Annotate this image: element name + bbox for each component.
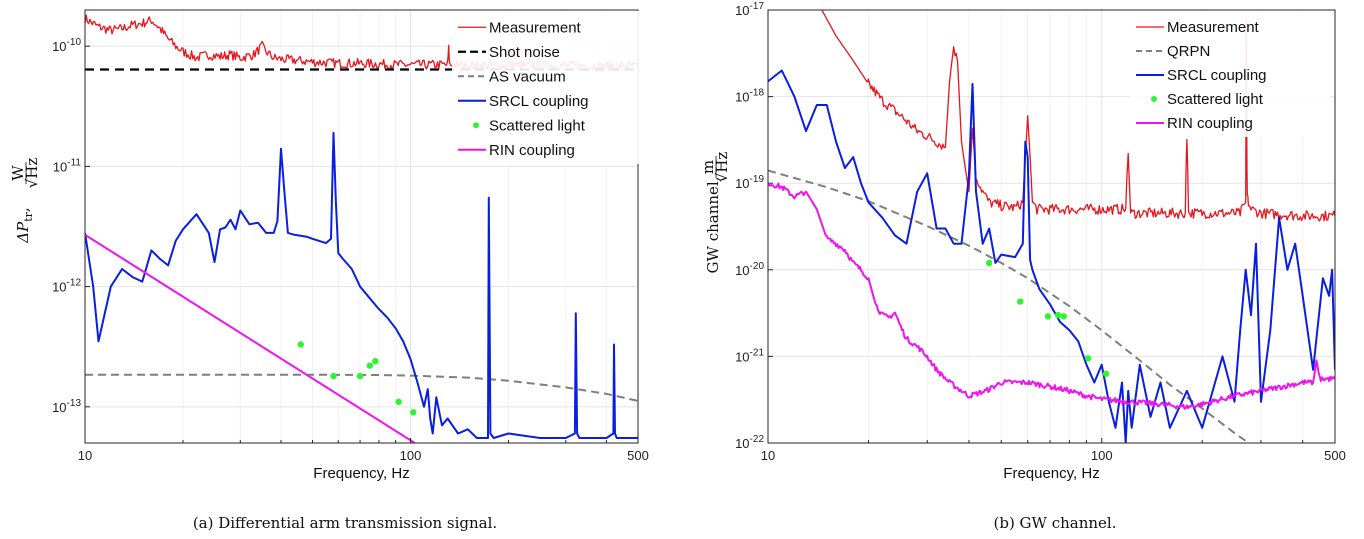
- scatter-point: [1102, 370, 1110, 377]
- legend-label: Shot noise: [489, 44, 560, 61]
- y-tick-exp: -19: [750, 174, 765, 185]
- y-tick-label: 10-19: [735, 174, 764, 191]
- y-tick-exp: -10: [67, 37, 82, 48]
- legend-label: RIN coupling: [489, 142, 575, 159]
- y-tick-label: 10-21: [735, 347, 764, 364]
- y-tick-base: 10: [735, 349, 749, 364]
- x-tick-label: 500: [1324, 448, 1346, 463]
- y-tick-base: 10: [735, 176, 749, 191]
- y-tick-exp: -11: [67, 157, 81, 168]
- scatter-point: [372, 357, 379, 365]
- scatter-point: [366, 362, 374, 369]
- legend-label: RIN coupling: [1167, 115, 1253, 132]
- series-line-rin-coupling: [85, 233, 416, 443]
- scatter-point: [1017, 298, 1024, 305]
- y-tick-label: 10-13: [52, 398, 81, 415]
- y-label-unit-num: m: [699, 160, 717, 174]
- legend-label: Measurement: [489, 19, 582, 36]
- scatter-point: [1044, 313, 1052, 320]
- legend-label: SRCL coupling: [489, 93, 589, 110]
- scatter-point: [1054, 311, 1062, 319]
- y-tick-base: 10: [53, 159, 67, 174]
- y-tick-base: 10: [735, 263, 749, 278]
- y-tick-label: 10-20: [735, 261, 764, 278]
- y-axis-label-text: ΔPtr,: [14, 207, 35, 243]
- legend-label: QRPN: [1167, 43, 1210, 60]
- x-tick-label: 10: [78, 448, 92, 463]
- caption: (b) GW channel.: [993, 514, 1116, 532]
- legend-marker: [1151, 96, 1157, 102]
- chart-b: 10 100 50010-2210-2110-2010-1910-1810-17Fr…: [699, 1, 1346, 532]
- y-tick-label: 10-17: [735, 1, 764, 18]
- y-label-main: GW channel,: [704, 177, 722, 274]
- x-tick-label: 500: [627, 448, 649, 463]
- y-axis-label: ΔPtr, W√Hz: [9, 158, 41, 244]
- legend-box: [452, 11, 642, 164]
- x-tick-label: 100: [400, 448, 422, 463]
- scatter-point: [1060, 313, 1068, 320]
- y-tick-base: 10: [735, 3, 749, 18]
- legend-label: Scattered light: [489, 117, 586, 134]
- x-axis-label: Frequency, Hz: [1003, 465, 1099, 482]
- scatter-point: [330, 372, 337, 380]
- y-tick-label: 10-18: [735, 88, 764, 105]
- legend: Measurement Shot noise AS vacuum SRCL coupl…: [452, 11, 642, 164]
- y-tick-exp: -22: [750, 434, 765, 445]
- series-line-measurement: [821, 10, 1335, 222]
- y-label-sub: tr: [22, 211, 35, 221]
- y-tick-base: 10: [735, 436, 749, 451]
- y-axis-label-text: GW channel,: [704, 177, 722, 274]
- x-tick-label: 10: [761, 448, 775, 463]
- x-axis-label: Frequency, Hz: [313, 465, 409, 482]
- y-label-unit-num: W: [9, 165, 27, 181]
- y-label-unit-den: √Hz: [23, 158, 41, 189]
- scatter-point: [410, 409, 417, 416]
- y-axis-label: GW channel, m√Hz: [699, 152, 731, 274]
- y-tick-exp: -20: [750, 261, 765, 272]
- y-tick-label: 10-10: [52, 37, 81, 54]
- axes-frame: [84, 9, 639, 444]
- scatter-point: [985, 259, 993, 267]
- y-tick-label: 10-22: [735, 434, 764, 451]
- legend: Measurement QRPN SRCL coupling Scattered li…: [1130, 11, 1330, 137]
- series-line-rin-coupling: [768, 182, 1335, 410]
- legend-label: SRCL coupling: [1167, 67, 1267, 84]
- legend-label: Scattered light: [1167, 91, 1264, 108]
- legend-marker: [473, 122, 479, 129]
- scatter-point: [356, 372, 364, 380]
- y-label-main: ΔP: [14, 221, 32, 244]
- y-label-unit-den: √Hz: [713, 152, 731, 183]
- axes-frame: [767, 9, 1336, 444]
- x-tick-label: 100: [1091, 448, 1113, 463]
- series-group: [768, 10, 1335, 443]
- y-tick-exp: -17: [750, 1, 765, 12]
- scatter-point: [297, 341, 304, 348]
- legend-label: AS vacuum: [489, 68, 566, 85]
- y-tick-base: 10: [52, 280, 66, 295]
- series-line-srcl-coupling: [768, 69, 1335, 443]
- y-tick-exp: -13: [67, 398, 82, 409]
- y-tick-base: 10: [735, 90, 749, 105]
- scatter-point: [1084, 355, 1092, 362]
- y-tick-exp: -12: [67, 278, 82, 289]
- y-tick-exp: -21: [750, 347, 765, 358]
- y-tick-base: 10: [52, 400, 66, 415]
- legend-label: Measurement: [1167, 19, 1260, 36]
- series-line-srcl-coupling: [85, 131, 638, 439]
- y-tick-base: 10: [52, 39, 66, 54]
- caption: (a) Differential arm transmission signal…: [193, 514, 497, 532]
- scatter-point: [395, 398, 402, 406]
- y-tick-label: 10-12: [52, 278, 81, 295]
- y-tick-label: 10-11: [53, 157, 82, 174]
- y-tick-exp: -18: [750, 88, 765, 99]
